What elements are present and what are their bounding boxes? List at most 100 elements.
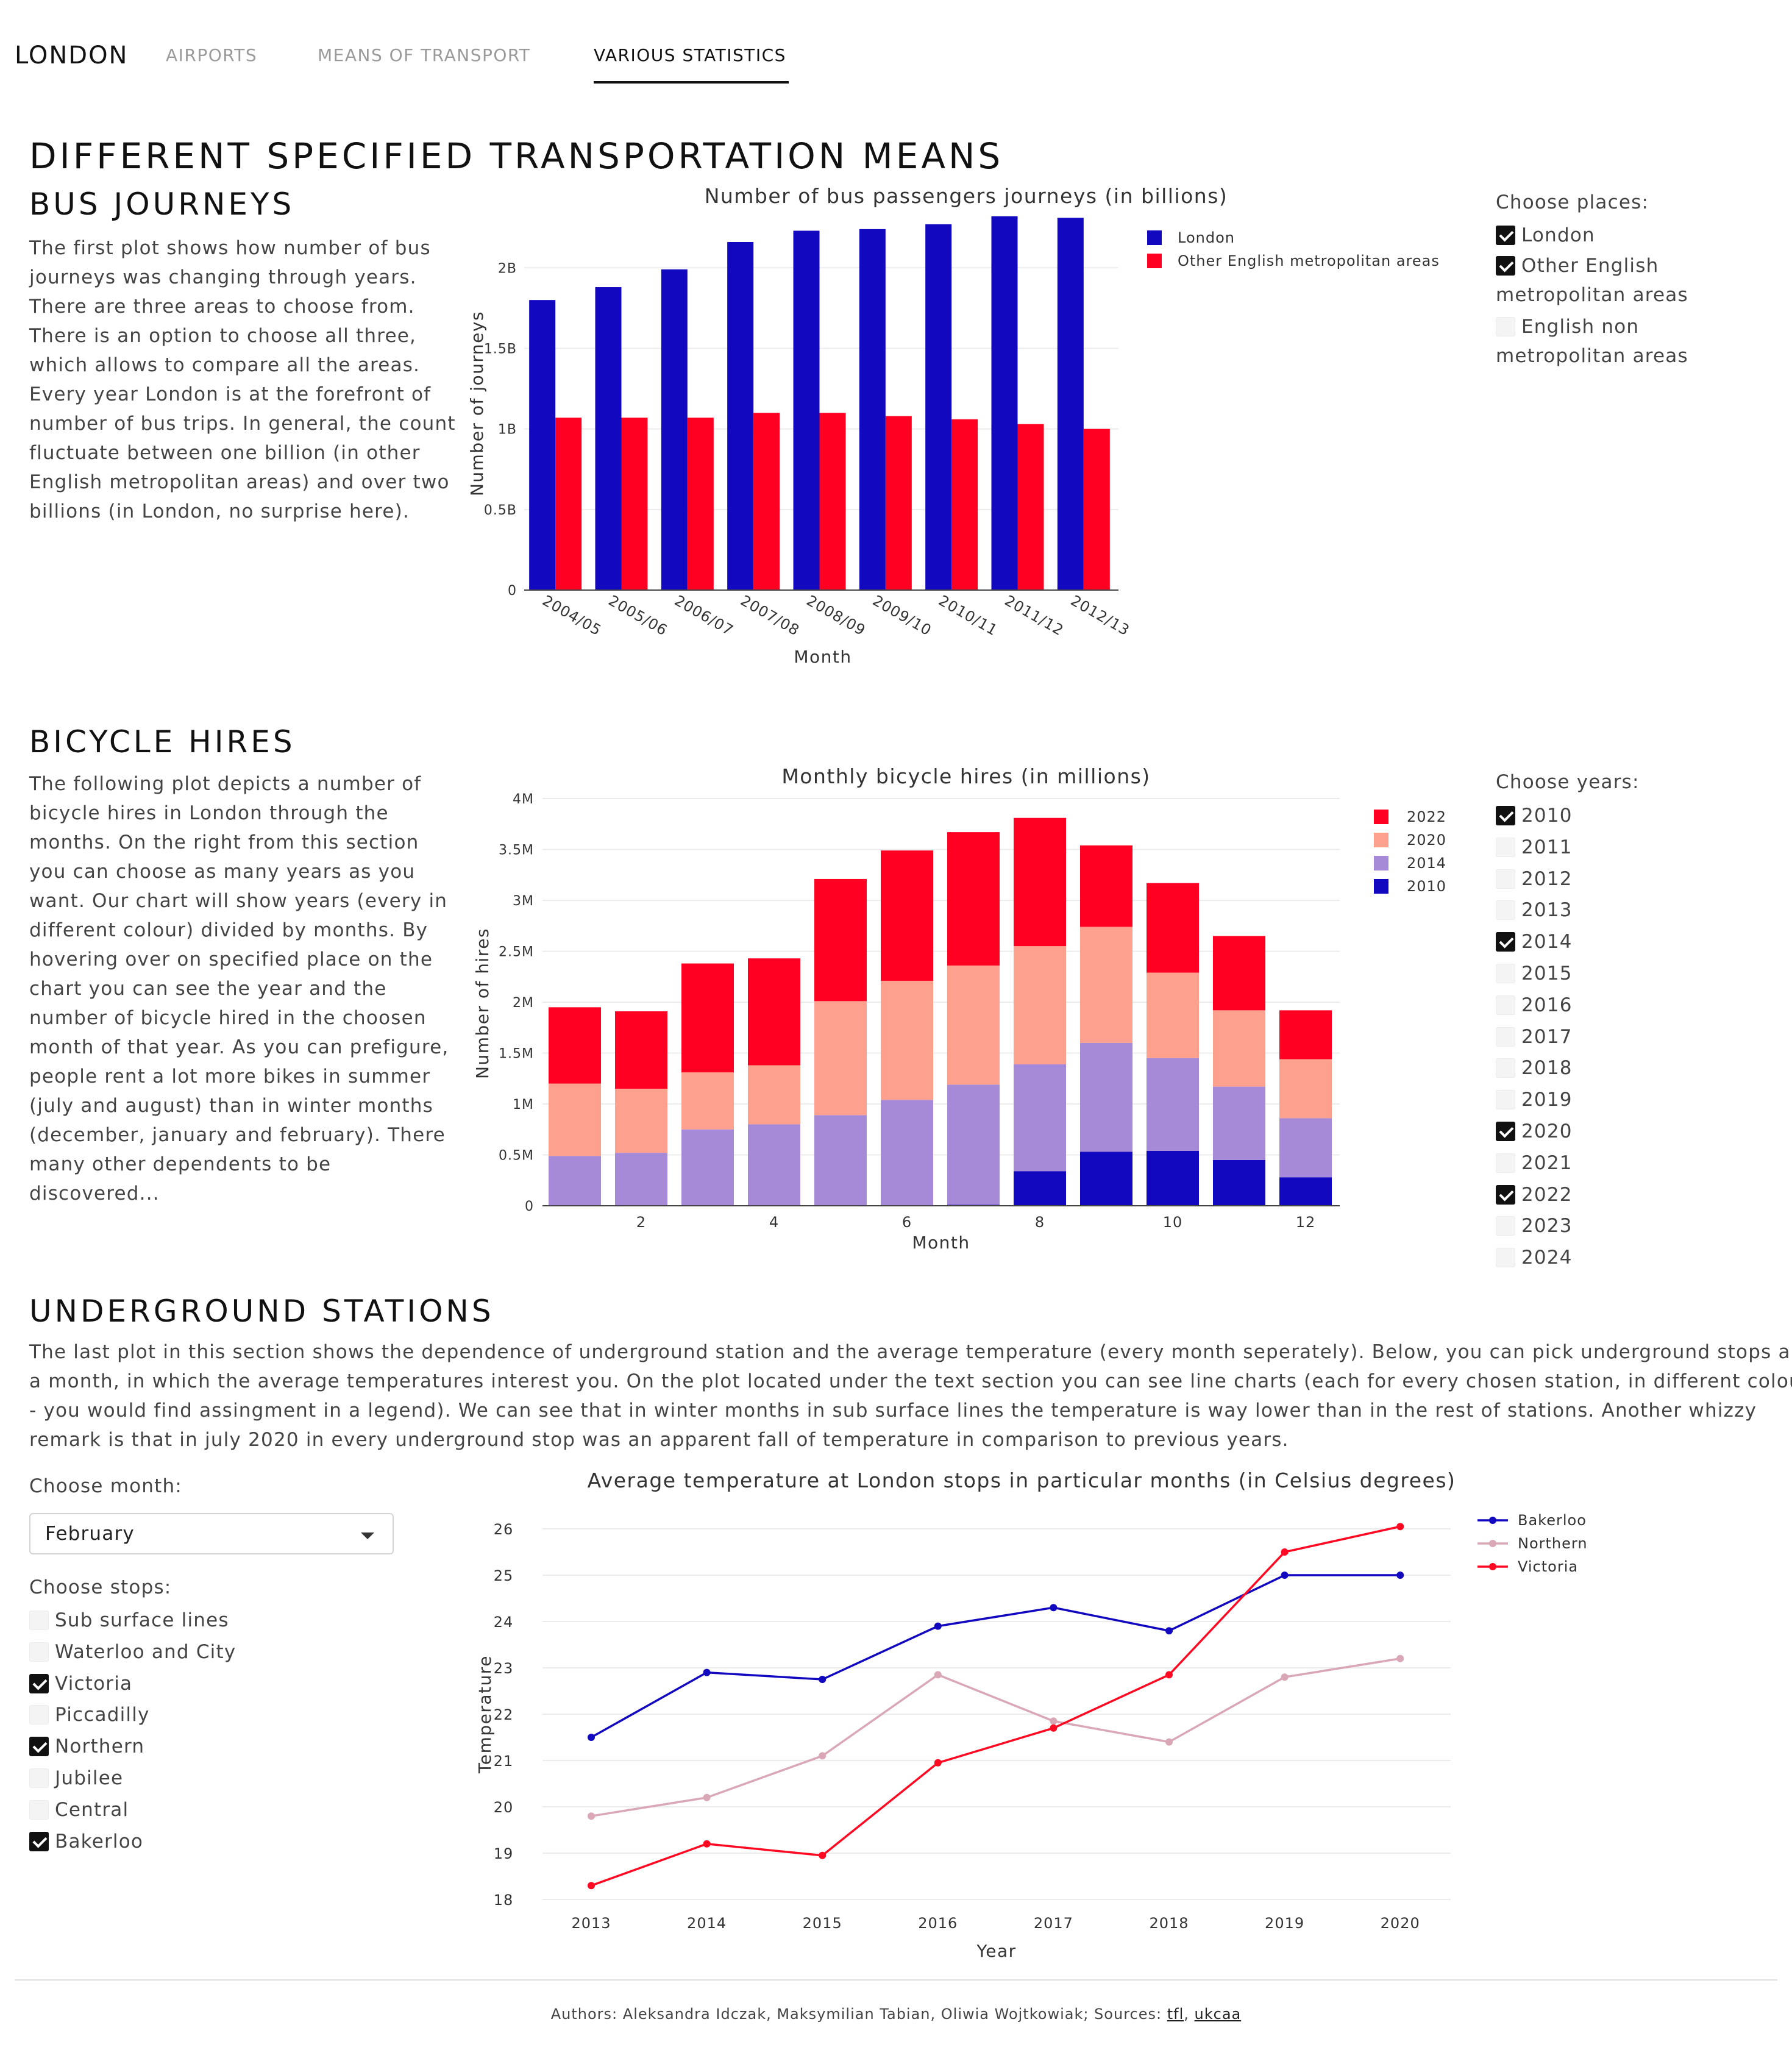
bar-2022-month-3[interactable] bbox=[681, 963, 734, 1073]
bar-2022-month-1[interactable] bbox=[549, 1007, 601, 1084]
point-victoria-2016[interactable] bbox=[934, 1759, 942, 1767]
bar-2020-month-4[interactable] bbox=[748, 1065, 800, 1125]
point-bakerloo-2020[interactable] bbox=[1396, 1572, 1404, 1579]
checkbox-checked-icon[interactable] bbox=[1496, 226, 1515, 245]
bar-other-metro-2[interactable] bbox=[687, 418, 714, 590]
checkbox-year[interactable]: 2018 bbox=[1496, 1053, 1573, 1083]
legend-swatch[interactable] bbox=[1374, 833, 1388, 847]
bar-2014-month-10[interactable] bbox=[1147, 1058, 1199, 1151]
bar-2014-month-2[interactable] bbox=[615, 1153, 667, 1206]
bar-2022-month-2[interactable] bbox=[615, 1011, 667, 1089]
checkbox-checked-icon[interactable] bbox=[29, 1737, 49, 1757]
checkbox-place[interactable]: English non metropolitan areas bbox=[1496, 312, 1688, 371]
checkbox-year[interactable]: 2022 bbox=[1496, 1180, 1573, 1209]
bar-2010-month-8[interactable] bbox=[1014, 1171, 1066, 1206]
bar-other-metro-7[interactable] bbox=[1017, 424, 1044, 590]
checkbox-unchecked-icon[interactable] bbox=[1496, 837, 1515, 857]
checkbox-unchecked-icon[interactable] bbox=[1496, 1058, 1515, 1078]
bar-2020-month-3[interactable] bbox=[681, 1072, 734, 1130]
bar-london-4[interactable] bbox=[793, 230, 820, 590]
checkbox-unchecked-icon[interactable] bbox=[29, 1705, 49, 1725]
point-bakerloo-2017[interactable] bbox=[1050, 1604, 1058, 1612]
point-northern-2019[interactable] bbox=[1281, 1673, 1289, 1681]
point-northern-2016[interactable] bbox=[934, 1671, 942, 1679]
point-northern-2015[interactable] bbox=[819, 1752, 827, 1760]
bar-2020-month-12[interactable] bbox=[1279, 1059, 1332, 1119]
bar-2010-month-11[interactable] bbox=[1213, 1159, 1265, 1206]
checkbox-checked-icon[interactable] bbox=[29, 1673, 49, 1693]
point-northern-2014[interactable] bbox=[703, 1793, 711, 1801]
bar-london-2[interactable] bbox=[661, 269, 688, 590]
line-bakerloo[interactable] bbox=[591, 1574, 1401, 1739]
bar-other-metro-6[interactable] bbox=[951, 419, 978, 590]
point-victoria-2018[interactable] bbox=[1165, 1671, 1173, 1679]
checkbox-year[interactable]: 2015 bbox=[1496, 959, 1573, 988]
bar-2014-month-6[interactable] bbox=[881, 1100, 933, 1206]
checkbox-unchecked-icon[interactable] bbox=[1496, 900, 1515, 920]
checkbox-year[interactable]: 2024 bbox=[1496, 1243, 1573, 1272]
legend-swatch[interactable] bbox=[1374, 879, 1388, 894]
checkbox-year[interactable]: 2016 bbox=[1496, 991, 1573, 1020]
checkbox-unchecked-icon[interactable] bbox=[1496, 1248, 1515, 1268]
legend-swatch[interactable] bbox=[1374, 856, 1388, 870]
checkbox-checked-icon[interactable] bbox=[1496, 806, 1515, 825]
bar-other-metro-5[interactable] bbox=[885, 416, 912, 590]
point-victoria-2013[interactable] bbox=[588, 1882, 595, 1890]
checkbox-checked-icon[interactable] bbox=[1496, 932, 1515, 952]
checkbox-unchecked-icon[interactable] bbox=[1496, 317, 1515, 336]
bar-2022-month-9[interactable] bbox=[1080, 845, 1132, 927]
bar-2022-month-12[interactable] bbox=[1279, 1010, 1332, 1059]
point-victoria-2017[interactable] bbox=[1050, 1724, 1058, 1732]
point-northern-2017[interactable] bbox=[1050, 1717, 1058, 1725]
point-victoria-2020[interactable] bbox=[1396, 1523, 1404, 1531]
tab-airports[interactable]: AIRPORTS bbox=[166, 45, 258, 65]
bar-2020-month-1[interactable] bbox=[549, 1083, 601, 1156]
checkbox-year[interactable]: 2021 bbox=[1496, 1148, 1573, 1178]
bar-2022-month-10[interactable] bbox=[1147, 883, 1199, 973]
checkbox-unchecked-icon[interactable] bbox=[1496, 964, 1515, 983]
checkbox-unchecked-icon[interactable] bbox=[1496, 995, 1515, 1015]
checkbox-checked-icon[interactable] bbox=[1496, 1122, 1515, 1141]
bar-2020-month-7[interactable] bbox=[947, 965, 1000, 1085]
brand-title[interactable]: LONDON bbox=[15, 41, 129, 69]
bar-2014-month-9[interactable] bbox=[1080, 1042, 1132, 1152]
source-link-tfl[interactable]: tfl bbox=[1167, 2006, 1184, 2023]
checkbox-year[interactable]: 2019 bbox=[1496, 1085, 1573, 1114]
checkbox-place[interactable]: London bbox=[1496, 221, 1595, 250]
bar-london-6[interactable] bbox=[925, 224, 952, 590]
legend-swatch[interactable] bbox=[1147, 230, 1162, 245]
bar-2014-month-7[interactable] bbox=[947, 1084, 1000, 1205]
point-victoria-2015[interactable] bbox=[819, 1851, 827, 1859]
checkbox-checked-icon[interactable] bbox=[29, 1831, 49, 1851]
checkbox-stop[interactable]: Piccadilly bbox=[29, 1700, 150, 1729]
bar-2022-month-6[interactable] bbox=[881, 850, 933, 981]
checkbox-year[interactable]: 2023 bbox=[1496, 1211, 1573, 1241]
point-northern-2020[interactable] bbox=[1396, 1654, 1404, 1662]
bar-2020-month-9[interactable] bbox=[1080, 927, 1132, 1043]
bar-2014-month-12[interactable] bbox=[1279, 1118, 1332, 1178]
bar-2022-month-7[interactable] bbox=[947, 832, 1000, 966]
point-bakerloo-2018[interactable] bbox=[1165, 1627, 1173, 1635]
bar-2022-month-4[interactable] bbox=[748, 958, 800, 1066]
bar-2020-month-6[interactable] bbox=[881, 980, 933, 1100]
bar-2020-month-5[interactable] bbox=[814, 1001, 867, 1116]
month-dropdown[interactable]: February bbox=[29, 1513, 394, 1554]
checkbox-year[interactable]: 2011 bbox=[1496, 833, 1573, 862]
bar-london-7[interactable] bbox=[991, 216, 1018, 591]
bar-2020-month-11[interactable] bbox=[1213, 1010, 1265, 1087]
checkbox-place[interactable]: Other English metropolitan areas bbox=[1496, 251, 1688, 310]
bar-other-metro-0[interactable] bbox=[555, 418, 582, 590]
bar-2014-month-11[interactable] bbox=[1213, 1086, 1265, 1160]
point-northern-2013[interactable] bbox=[588, 1812, 595, 1820]
line-victoria[interactable] bbox=[591, 1525, 1401, 1887]
legend-swatch[interactable] bbox=[1147, 254, 1162, 268]
temperature-chart[interactable]: Average temperature at London stops in p… bbox=[463, 1462, 1597, 1968]
bar-2014-month-4[interactable] bbox=[748, 1124, 800, 1206]
bar-2010-month-12[interactable] bbox=[1279, 1177, 1332, 1206]
checkbox-stop[interactable]: Central bbox=[29, 1795, 129, 1824]
checkbox-unchecked-icon[interactable] bbox=[1496, 1027, 1515, 1047]
checkbox-unchecked-icon[interactable] bbox=[29, 1642, 49, 1662]
point-bakerloo-2014[interactable] bbox=[703, 1668, 711, 1676]
point-victoria-2014[interactable] bbox=[703, 1840, 711, 1848]
bar-london-0[interactable] bbox=[529, 300, 556, 590]
